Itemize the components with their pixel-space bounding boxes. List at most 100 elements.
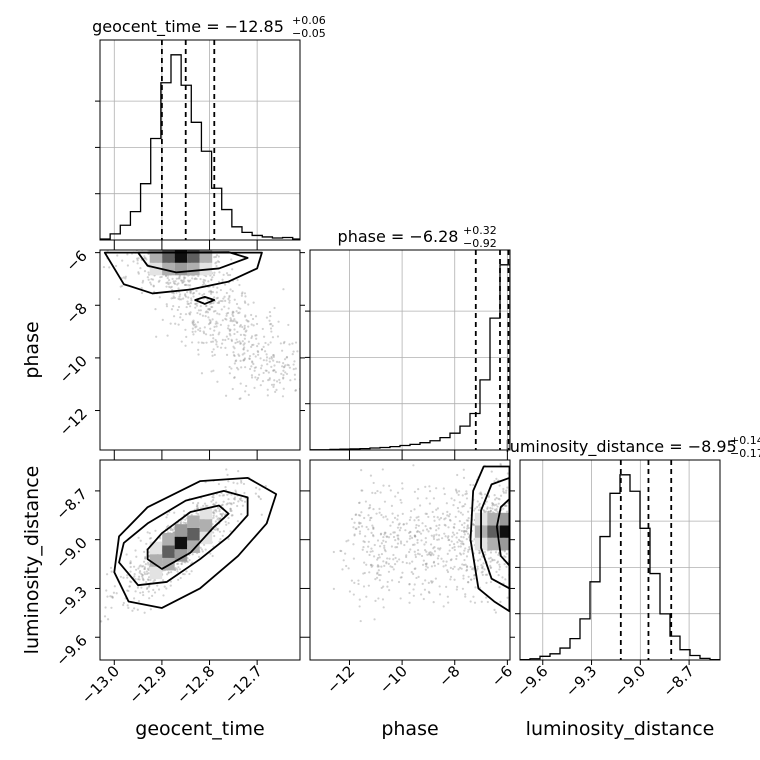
scatter-point (178, 293, 182, 296)
scatter-point (176, 308, 179, 312)
scatter-point (146, 586, 149, 589)
scatter-point (232, 351, 235, 354)
scatter-point (401, 561, 404, 564)
scatter-point (122, 276, 125, 279)
scatter-point (143, 573, 147, 576)
scatter-point (417, 575, 420, 578)
scatter-point (463, 549, 466, 552)
scatter-point (106, 618, 110, 621)
scatter-point (197, 353, 200, 356)
scatter-point (256, 376, 260, 380)
scatter-point (238, 497, 241, 501)
scatter-point (432, 560, 436, 564)
scatter-point (197, 328, 200, 331)
scatter-point (262, 359, 265, 362)
density-cell (149, 262, 163, 276)
scatter-point (347, 539, 350, 542)
scatter-point (216, 506, 220, 510)
scatter-point (147, 576, 151, 579)
scatter-point (200, 548, 203, 551)
scatter-point (376, 571, 379, 574)
scatter-point (236, 482, 239, 485)
scatter-point (149, 608, 152, 611)
scatter-point (384, 531, 387, 534)
scatter-point (282, 366, 286, 369)
scatter-point (111, 596, 114, 599)
scatter-point (109, 566, 113, 569)
scatter-point (434, 577, 437, 580)
scatter-point (231, 290, 234, 293)
scatter-point (234, 360, 237, 363)
scatter-point (412, 464, 415, 467)
scatter-point (284, 371, 287, 374)
scatter-point (428, 591, 431, 594)
scatter-point (278, 360, 281, 364)
scatter-point (235, 302, 239, 306)
scatter-point (133, 607, 136, 610)
scatter-point (286, 363, 289, 366)
scatter-point (175, 291, 178, 294)
scatter-point (184, 244, 186, 246)
scatter-point (383, 500, 387, 503)
scatter-point (227, 337, 230, 341)
scatter-point (180, 298, 183, 301)
scatter-point (136, 262, 139, 265)
scatter-point (259, 497, 262, 501)
scatter-point (497, 574, 500, 577)
scatter-point (515, 533, 517, 535)
scatter-point (399, 498, 402, 502)
scatter-point (446, 510, 449, 514)
scatter-point (83, 583, 85, 585)
scatter-point (195, 277, 198, 281)
scatter-point (463, 529, 466, 533)
scatter-point (415, 523, 418, 527)
scatter-point (463, 522, 466, 525)
scatter-point (255, 378, 259, 381)
scatter-point (455, 491, 459, 494)
scatter-point (255, 322, 259, 326)
scatter-point (394, 539, 397, 542)
scatter-point (188, 559, 191, 562)
scatter-point (233, 328, 236, 331)
scatter-point (182, 276, 186, 279)
scatter-point (457, 538, 461, 542)
scatter-point (132, 260, 135, 263)
scatter-point (282, 373, 285, 377)
scatter-point (142, 578, 145, 581)
panel-frame (519, 459, 721, 661)
scatter-point (132, 565, 136, 568)
density-cell (187, 540, 200, 553)
scatter-point (177, 578, 180, 581)
scatter-point (371, 550, 374, 553)
scatter-point (135, 245, 137, 247)
scatter-point (513, 524, 515, 526)
scatter-point (149, 281, 152, 284)
scatter-point (222, 530, 225, 533)
scatter-point (372, 527, 375, 531)
scatter-point (236, 520, 239, 523)
scatter-point (269, 314, 272, 318)
scatter-point (182, 279, 185, 282)
scatter-point (179, 522, 182, 525)
scatter-point (265, 359, 268, 362)
scatter-point (372, 481, 375, 485)
scatter-point (345, 540, 348, 543)
scatter-point (251, 343, 254, 347)
scatter-point (454, 488, 458, 491)
scatter-point (483, 568, 486, 571)
scatter-point (449, 578, 452, 581)
scatter-point (268, 360, 271, 363)
scatter-point (182, 297, 185, 300)
scatter-point (429, 551, 432, 554)
scatter-point (165, 516, 168, 519)
y-tick-label: −6 (62, 247, 90, 275)
scatter-point (427, 515, 430, 519)
scatter-point (439, 516, 443, 520)
scatter-point (166, 573, 169, 576)
scatter-point (280, 372, 283, 375)
scatter-point (176, 236, 178, 238)
scatter-point (245, 329, 248, 332)
scatter-point (196, 506, 200, 510)
scatter-point (239, 307, 242, 310)
scatter-point (212, 496, 215, 499)
